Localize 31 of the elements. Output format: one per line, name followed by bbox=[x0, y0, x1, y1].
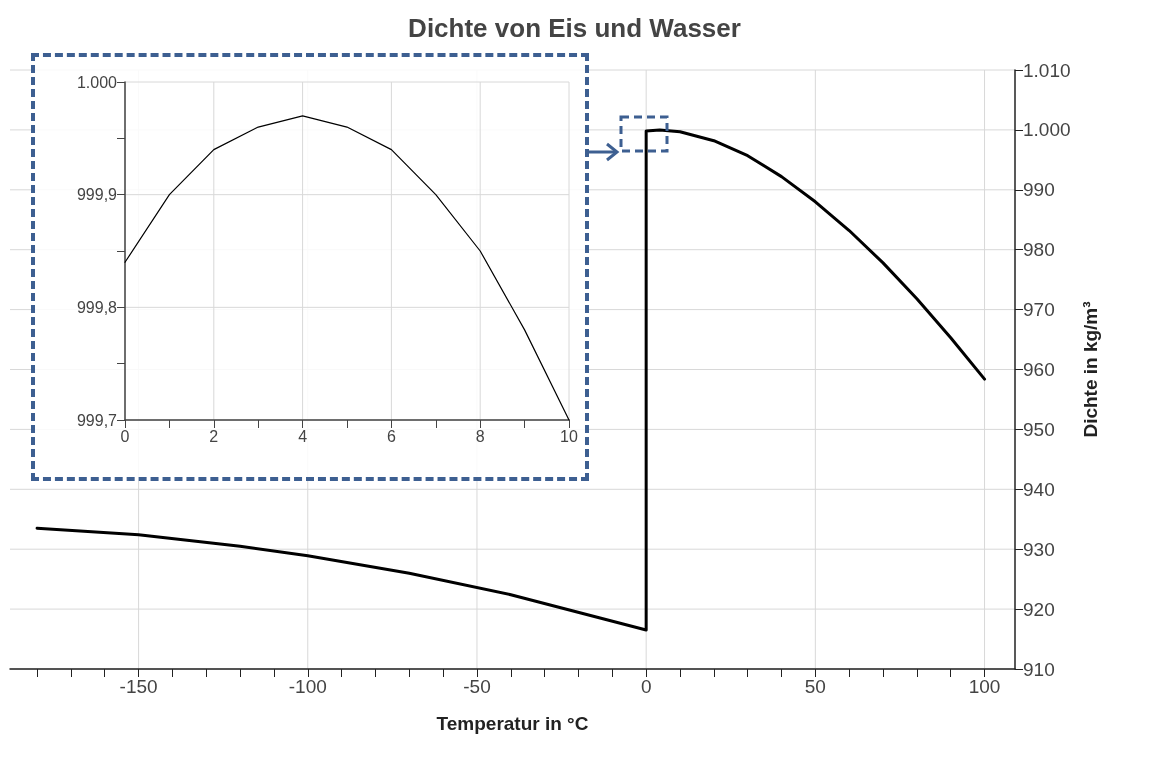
y-tick-label: 970 bbox=[1023, 299, 1055, 321]
y-tick-label: 960 bbox=[1023, 359, 1055, 380]
y-tick-label: 990 bbox=[1023, 179, 1055, 201]
y-tick-label: 940 bbox=[1023, 478, 1055, 500]
y-tick-label: 999,7 bbox=[76, 411, 118, 429]
y-tick-label: 1.000 bbox=[1023, 119, 1071, 141]
x-tick-label: 0 bbox=[640, 676, 652, 697]
y-axis-title: Dichte in kg/m³ bbox=[1080, 301, 1102, 438]
x-tick-label: -50 bbox=[463, 676, 491, 697]
line-series bbox=[35, 128, 987, 632]
y-tick-label: 980 bbox=[1023, 239, 1055, 261]
x-tick-label: 8 bbox=[475, 427, 485, 445]
y-tick-label: 999,9 bbox=[76, 186, 118, 204]
x-tick-label: 10 bbox=[560, 427, 578, 445]
chart-title: Dichte von Eis und Wasser bbox=[408, 13, 741, 43]
x-axis-title: Temperatur in °C bbox=[436, 713, 589, 734]
x-tick-label: 50 bbox=[804, 676, 826, 697]
x-tick-label: -100 bbox=[288, 676, 327, 697]
x-tick-label: 6 bbox=[386, 427, 396, 445]
y-tick-label: 930 bbox=[1023, 538, 1055, 560]
x-tick-label: 2 bbox=[209, 427, 219, 445]
y-tick-label: 1.000 bbox=[76, 73, 118, 91]
y-tick-label: 950 bbox=[1023, 418, 1055, 440]
x-tick-label: 4 bbox=[298, 427, 308, 445]
x-tick-label: 0 bbox=[120, 427, 130, 445]
y-tick-label: 910 bbox=[1023, 658, 1055, 680]
y-tick-label: 1.010 bbox=[1023, 59, 1071, 81]
x-tick-label: -150 bbox=[119, 676, 158, 697]
y-tick-label: 999,8 bbox=[76, 298, 118, 316]
y-tick-label: 920 bbox=[1023, 598, 1055, 620]
x-tick-label: 100 bbox=[968, 676, 1001, 697]
